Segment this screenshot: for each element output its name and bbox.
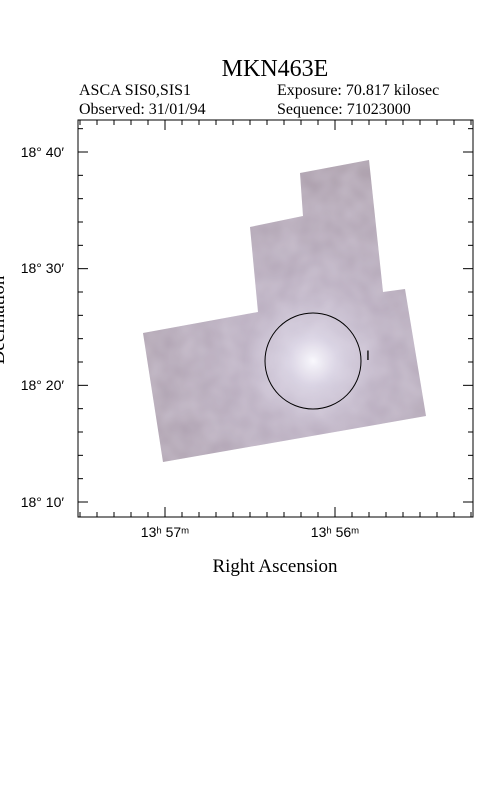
exposure: Exposure: 70.817 kilosec bbox=[277, 82, 439, 99]
exposure-map bbox=[143, 160, 426, 462]
tick-marks bbox=[78, 120, 473, 517]
x-tick-label: 13ʰ 56ᵐ bbox=[311, 524, 359, 540]
title: MKN463E bbox=[222, 56, 329, 82]
y-axis-label: Declination bbox=[0, 275, 9, 364]
sequence: Sequence: 71023000 bbox=[277, 101, 411, 118]
instrument: ASCA SIS0,SIS1 bbox=[79, 82, 191, 99]
observed-date: Observed: 31/01/94 bbox=[79, 101, 206, 118]
y-tick-label: 18° 20′ bbox=[21, 377, 65, 393]
y-tick-label: 18° 10′ bbox=[21, 494, 65, 510]
source-marker: I bbox=[366, 347, 370, 363]
y-tick-label: 18° 30′ bbox=[21, 260, 65, 276]
y-tick-label: 18° 40′ bbox=[21, 144, 65, 160]
x-tick-label: 13ʰ 57ᵐ bbox=[141, 524, 189, 540]
source-region bbox=[264, 312, 362, 410]
x-axis-label: Right Ascension bbox=[212, 556, 338, 577]
plot-frame bbox=[77, 119, 474, 518]
